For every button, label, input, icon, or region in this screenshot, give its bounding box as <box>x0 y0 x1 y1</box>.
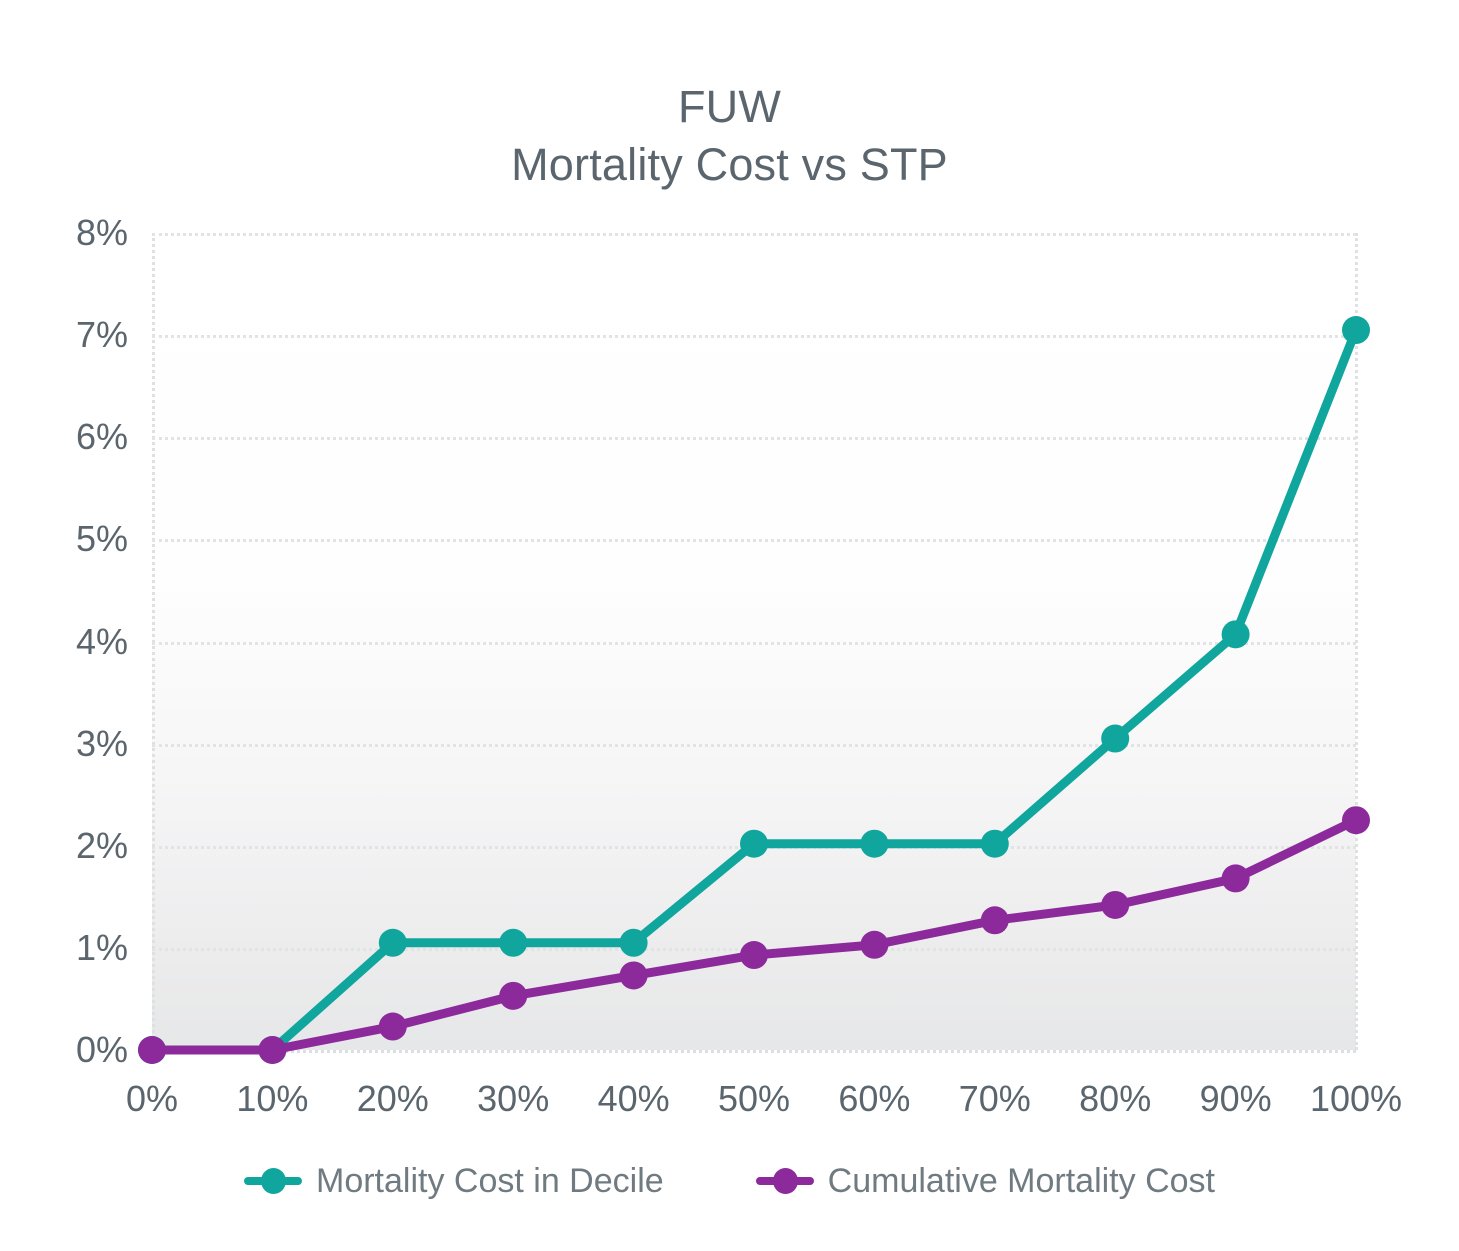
data-point[interactable] <box>980 829 1009 858</box>
data-point[interactable] <box>1221 864 1250 893</box>
y-tick-label: 6% <box>75 416 128 458</box>
x-tick-label: 80% <box>1079 1078 1152 1119</box>
x-tick-label: 60% <box>838 1078 911 1119</box>
chart-subtitle: Mortality Cost vs STP <box>511 139 948 190</box>
data-point[interactable] <box>619 961 648 990</box>
x-tick-label: 100% <box>1309 1078 1403 1119</box>
legend-label: Cumulative Mortality Cost <box>827 1162 1215 1200</box>
data-point[interactable] <box>1221 620 1250 649</box>
y-tick-label: 2% <box>75 824 128 866</box>
x-tick-label: 0% <box>125 1078 179 1119</box>
x-tick-label: 20% <box>356 1078 429 1119</box>
y-tick-label: 5% <box>75 518 128 560</box>
data-point[interactable] <box>860 930 889 959</box>
series-2 <box>138 806 1370 1064</box>
chart-title: FUW <box>677 81 782 132</box>
y-tick-label: 1% <box>75 926 128 968</box>
legend-marker-icon <box>755 1168 814 1194</box>
data-point[interactable] <box>258 1036 287 1064</box>
data-point[interactable] <box>1342 806 1370 835</box>
plot-area <box>138 233 1370 1064</box>
gridline-8% <box>152 233 1356 236</box>
data-point[interactable] <box>860 829 889 858</box>
data-point[interactable] <box>1101 724 1130 753</box>
data-point[interactable] <box>499 981 528 1010</box>
x-tick-label: 30% <box>477 1078 550 1119</box>
legend-item-1[interactable]: Mortality Cost in Decile <box>244 1164 664 1198</box>
data-point[interactable] <box>740 829 768 858</box>
series-plot <box>138 316 1370 1064</box>
gridline-3% <box>152 743 1356 747</box>
chart-legend: Mortality Cost in Decile Cumulative Morta… <box>0 1164 1459 1198</box>
gridline-6% <box>152 437 1356 441</box>
data-point[interactable] <box>1342 316 1370 345</box>
x-tick-label: 90% <box>1199 1078 1272 1119</box>
data-point[interactable] <box>378 928 407 957</box>
plot-right-border <box>1355 233 1358 1050</box>
y-tick-label: 3% <box>75 722 128 764</box>
gridline-0% <box>152 1050 1356 1053</box>
data-point[interactable] <box>740 941 768 970</box>
x-tick-label: 10% <box>236 1078 309 1119</box>
x-tick-label: 50% <box>717 1078 791 1119</box>
y-tick-label: 0% <box>75 1029 128 1070</box>
x-tick-label: 40% <box>597 1078 670 1119</box>
gridline-7% <box>152 335 1356 339</box>
series-1 <box>138 316 1370 1064</box>
y-tick-label: 4% <box>75 620 128 662</box>
legend-dot-swatch <box>261 1168 286 1194</box>
data-point[interactable] <box>138 1036 166 1064</box>
gridline-4% <box>152 641 1356 645</box>
chart-title-block: FUW Mortality Cost vs STP <box>0 78 1459 194</box>
legend-dot-swatch <box>772 1168 798 1194</box>
legend-label: Mortality Cost in Decile <box>316 1162 664 1200</box>
data-point[interactable] <box>378 1012 407 1041</box>
data-point[interactable] <box>499 928 528 957</box>
gridline-5% <box>152 539 1356 543</box>
y-tick-label: 8% <box>75 212 128 253</box>
legend-marker-icon <box>244 1168 302 1194</box>
legend-item-2[interactable]: Cumulative Mortality Cost <box>755 1162 1215 1200</box>
data-point[interactable] <box>619 928 648 957</box>
y-tick-label: 7% <box>75 314 128 356</box>
x-tick-label: 70% <box>958 1078 1031 1119</box>
data-point[interactable] <box>1101 890 1130 919</box>
data-point[interactable] <box>980 906 1009 935</box>
